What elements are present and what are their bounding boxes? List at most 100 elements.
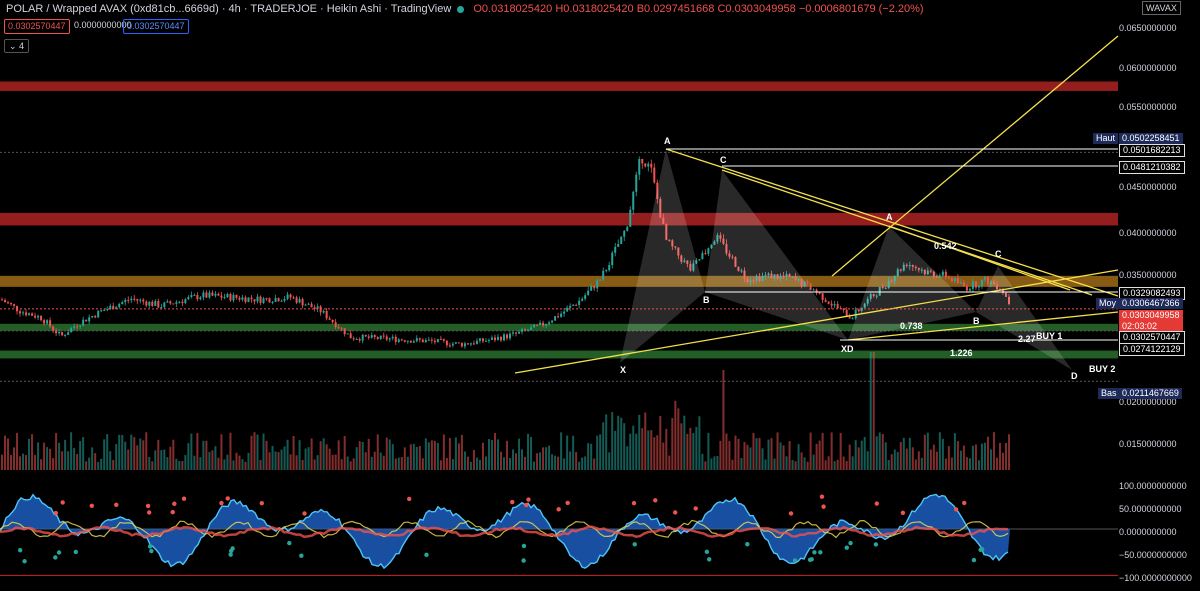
candle-body bbox=[253, 299, 256, 302]
candle-body bbox=[76, 326, 79, 328]
symbol-title[interactable]: POLAR / Wrapped AVAX (0xd81cb...6669d) ·… bbox=[6, 3, 452, 15]
candle-body bbox=[965, 286, 968, 291]
candle-body bbox=[986, 276, 989, 284]
candle-body bbox=[527, 329, 530, 331]
candle-body bbox=[316, 306, 319, 309]
candle-body bbox=[448, 345, 451, 347]
volume-bar bbox=[34, 454, 37, 470]
candle-body bbox=[968, 288, 971, 291]
collapse-indicators-button[interactable]: ⌄ 4 bbox=[4, 39, 30, 53]
volume-bar bbox=[869, 352, 872, 470]
volume-bar bbox=[250, 435, 253, 470]
candle-body bbox=[79, 325, 82, 327]
volume-bar bbox=[920, 457, 923, 470]
volume-bar bbox=[490, 440, 493, 470]
candle-body bbox=[451, 343, 454, 346]
volume-bar bbox=[463, 451, 466, 470]
candle-body bbox=[172, 303, 175, 305]
volume-bar bbox=[280, 449, 283, 470]
volume-bar bbox=[794, 461, 797, 470]
candle-body bbox=[878, 287, 881, 296]
volume-bar bbox=[872, 352, 875, 470]
osc-dot bbox=[407, 496, 412, 502]
osc-dot bbox=[17, 547, 23, 553]
volume-bar bbox=[100, 458, 103, 470]
volume-bar bbox=[827, 456, 830, 470]
candle-body bbox=[599, 279, 602, 281]
volume-bar bbox=[701, 453, 704, 470]
candle-body bbox=[980, 279, 983, 287]
volume-bar bbox=[512, 449, 515, 470]
candle-body bbox=[935, 276, 938, 278]
osc-tick-label: 50.0000000000 bbox=[1119, 504, 1182, 514]
candle-body bbox=[623, 230, 626, 237]
candle-body bbox=[755, 276, 758, 281]
volume-bar bbox=[587, 443, 590, 470]
candle-body bbox=[31, 313, 34, 316]
candle-body bbox=[788, 274, 791, 277]
volume-bar bbox=[932, 444, 935, 470]
pattern-fill-xab bbox=[620, 149, 705, 363]
volume-bar bbox=[527, 433, 530, 470]
candle-body bbox=[518, 331, 521, 334]
candle-body bbox=[391, 336, 394, 339]
volume-bar bbox=[184, 455, 187, 470]
volume-bar bbox=[632, 425, 635, 470]
osc-dot bbox=[521, 543, 527, 549]
sell-button[interactable]: 0.0302570447 bbox=[4, 19, 70, 34]
symbol-badge[interactable]: WAVAX bbox=[1142, 1, 1181, 15]
volume-bar bbox=[893, 449, 896, 470]
candle-body bbox=[689, 264, 692, 271]
osc-dot bbox=[565, 500, 570, 506]
candle-body bbox=[851, 318, 854, 320]
candle-body bbox=[466, 343, 469, 345]
candle-body bbox=[506, 334, 508, 339]
candle-body bbox=[88, 317, 91, 322]
volume-bar bbox=[391, 444, 394, 470]
osc-dot bbox=[819, 494, 825, 499]
volume-bar bbox=[656, 435, 659, 470]
osc-line bbox=[0, 493, 1009, 570]
candle-body bbox=[971, 281, 974, 289]
volume-bar bbox=[301, 459, 304, 470]
volume-bar bbox=[127, 449, 130, 470]
volume-bar bbox=[1007, 434, 1010, 470]
volume-bar bbox=[524, 456, 527, 470]
volume-bar bbox=[187, 443, 190, 470]
candle-body bbox=[587, 290, 590, 296]
volume-bar bbox=[352, 458, 355, 470]
candle-body bbox=[659, 198, 662, 218]
candle-body bbox=[310, 303, 313, 308]
volume-bar bbox=[755, 438, 758, 470]
candle-body bbox=[596, 280, 599, 289]
candle-body bbox=[376, 337, 379, 339]
candle-body bbox=[409, 340, 412, 343]
buy-button[interactable]: 0.0302570447 bbox=[123, 19, 189, 34]
candle-body bbox=[557, 316, 560, 318]
pattern2-point-b: B bbox=[973, 316, 980, 326]
candle-body bbox=[295, 297, 298, 303]
candle-body bbox=[196, 294, 199, 300]
volume-bar bbox=[445, 457, 448, 470]
volume-bar bbox=[349, 461, 352, 470]
volume-bar bbox=[749, 447, 752, 470]
volume-bar bbox=[839, 432, 842, 470]
volume-bar bbox=[469, 461, 472, 470]
candle-body bbox=[938, 275, 941, 278]
volume-bar bbox=[208, 451, 211, 470]
volume-bar bbox=[502, 457, 505, 470]
osc-dot bbox=[632, 542, 637, 547]
volume-bar bbox=[692, 433, 695, 470]
volume-bar bbox=[73, 447, 76, 470]
candle-body bbox=[22, 312, 25, 314]
zone-band bbox=[0, 350, 1118, 359]
candle-body bbox=[103, 310, 106, 312]
candle-body bbox=[463, 343, 466, 347]
osc-dot bbox=[848, 540, 853, 546]
candle-body bbox=[163, 302, 166, 308]
gridlines bbox=[0, 151, 1118, 382]
volume-bar bbox=[307, 447, 310, 470]
volume-bar bbox=[43, 442, 46, 470]
volume-bar bbox=[481, 442, 484, 470]
